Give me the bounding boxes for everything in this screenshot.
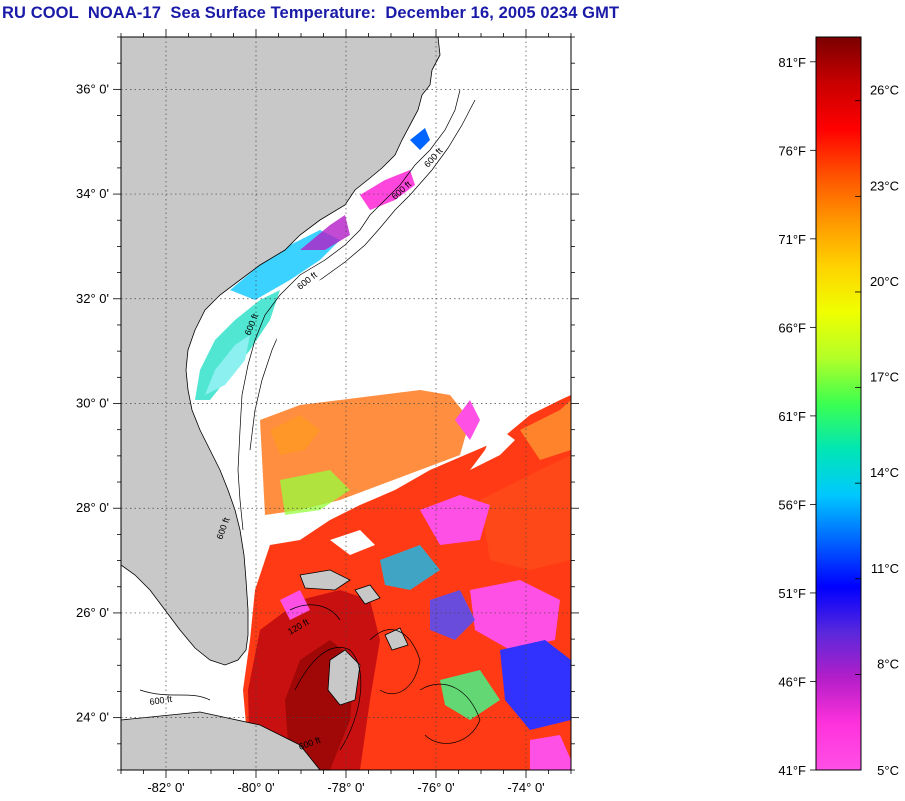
latitude-label: 34° 0' (76, 186, 109, 201)
fahrenheit-label: 51°F (778, 586, 806, 601)
latitude-labels: 36° 0' 34° 0' 32° 0' 30° 0' 28° 0' 26° 0' 24° … (76, 81, 109, 724)
longitude-labels: -82° 0' -80° 0' -78° 0' -76° 0' -74° 0' (147, 780, 544, 795)
celsius-label: 17°C (870, 370, 899, 385)
land-mass (121, 37, 441, 666)
axis-ticks (113, 29, 579, 778)
latitude-label: 36° 0' (76, 81, 109, 96)
fahrenheit-label: 61°F (778, 409, 806, 424)
celsius-label: 11°C (871, 561, 899, 576)
latitude-label: 26° 0' (76, 605, 109, 620)
graticule (121, 37, 571, 770)
latitude-label: 28° 0' (76, 500, 109, 515)
colorbar-fahrenheit-labels: 81°F 76°F 71°F 66°F 61°F 56°F 51°F 46°F 41°F (778, 55, 816, 778)
fahrenheit-label: 66°F (778, 320, 806, 335)
fahrenheit-label: 71°F (778, 232, 806, 247)
fahrenheit-label: 41°F (778, 763, 806, 778)
celsius-label: 8°C (877, 656, 899, 671)
latitude-label: 32° 0' (76, 291, 109, 306)
isobath-contours (139, 89, 481, 751)
isobath-label: 600 ft (149, 694, 173, 707)
map-panel: 36° 0' 34° 0' 32° 0' 30° 0' 28° 0' 26° 0' 24° … (76, 29, 579, 795)
celsius-label: 5°C (877, 763, 899, 778)
colorbar: 81°F 76°F 71°F 66°F 61°F 56°F 51°F 46°F 41°F 26°… (778, 36, 899, 778)
fahrenheit-label: 81°F (778, 55, 806, 70)
islands (121, 569, 409, 770)
celsius-label: 20°C (870, 274, 899, 289)
cloud-cover (275, 250, 571, 555)
celsius-label: 14°C (870, 465, 899, 480)
celsius-label: 26°C (870, 83, 899, 98)
fahrenheit-label: 56°F (778, 497, 806, 512)
fahrenheit-label: 76°F (778, 143, 806, 158)
colorbar-gradient (815, 36, 862, 771)
longitude-label: -76° 0' (417, 780, 454, 795)
sst-cool-patches (195, 128, 571, 770)
colorbar-celsius-labels: 26°C 23°C 20°C 17°C 14°C 11°C 8°C 5°C (855, 83, 899, 778)
fahrenheit-label: 46°F (778, 674, 806, 689)
longitude-label: -74° 0' (507, 780, 544, 795)
longitude-label: -78° 0' (327, 780, 364, 795)
map-title: RU COOL NOAA-17 Sea Surface Temperature:… (2, 4, 620, 22)
longitude-label: -80° 0' (237, 780, 274, 795)
latitude-label: 30° 0' (76, 396, 109, 411)
celsius-label: 23°C (870, 178, 899, 193)
longitude-label: -82° 0' (147, 780, 184, 795)
latitude-label: 24° 0' (76, 710, 109, 725)
